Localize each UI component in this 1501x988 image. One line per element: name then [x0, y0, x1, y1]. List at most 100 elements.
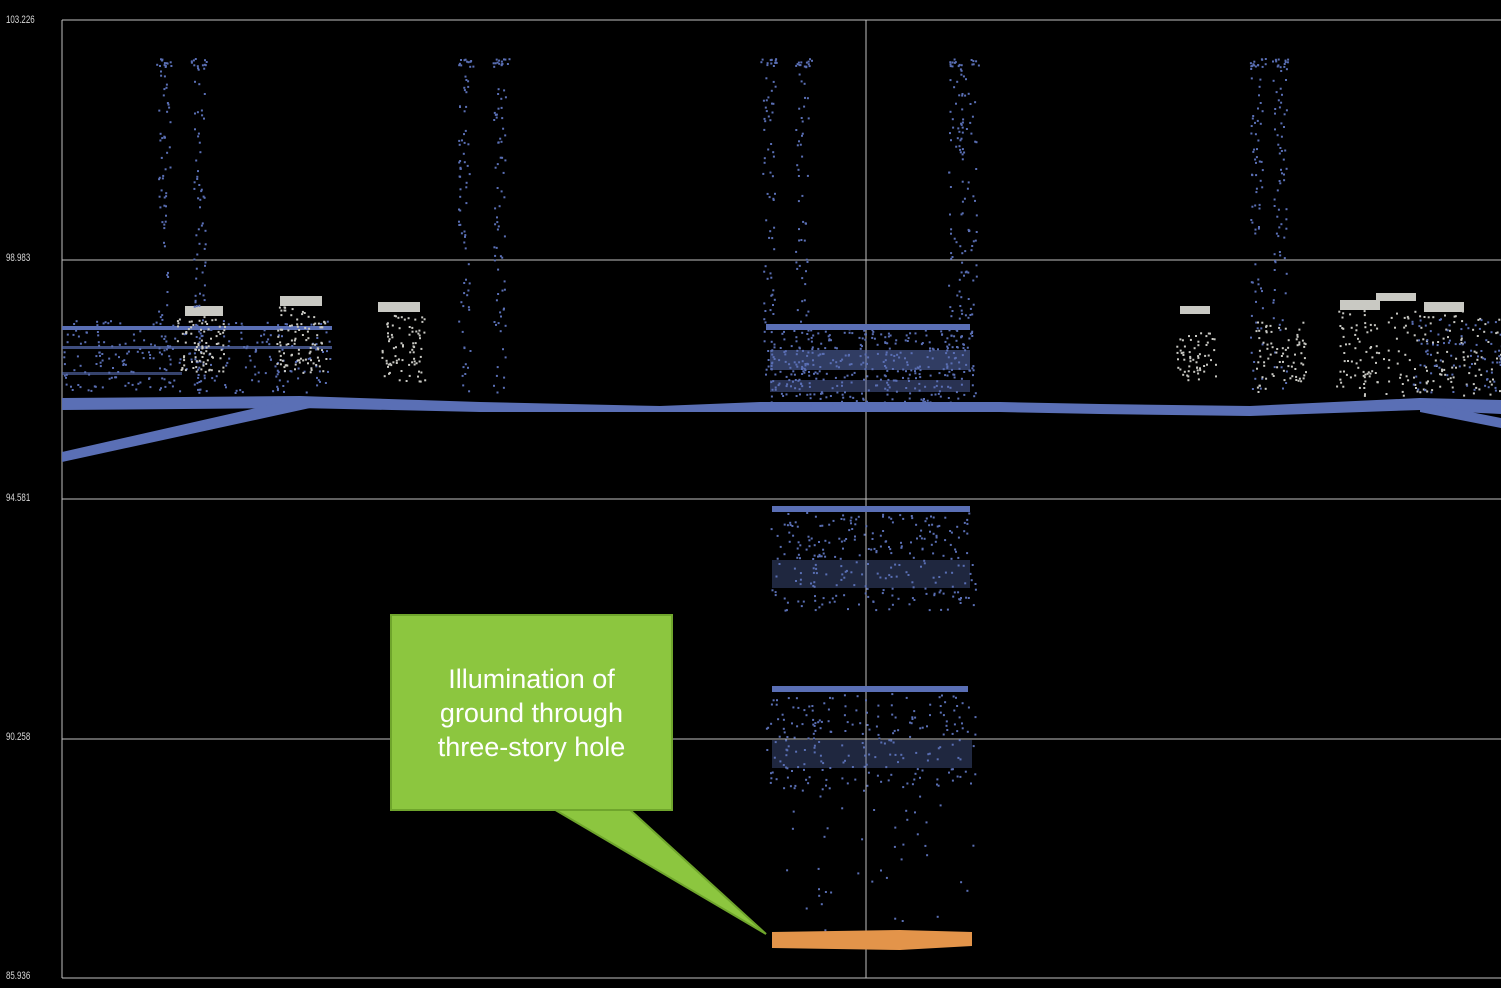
floor-point: [939, 804, 942, 807]
vegetation-point: [1439, 385, 1442, 388]
pole-point: [198, 83, 201, 86]
vegetation-point: [1460, 338, 1463, 341]
structure-point: [225, 386, 227, 389]
structure-point: [953, 357, 956, 360]
vegetation-point: [277, 335, 280, 338]
floor-point: [915, 751, 918, 754]
structure-point: [277, 334, 280, 337]
structure-point: [1463, 341, 1466, 344]
pole-top-point: [170, 65, 173, 67]
floor-point: [890, 552, 893, 555]
vegetation-point: [1177, 366, 1180, 369]
pole-point: [504, 96, 507, 99]
structure-point: [329, 358, 332, 360]
structure-point: [849, 395, 852, 398]
vegetation-point: [310, 359, 312, 362]
vegetation-point: [388, 340, 390, 343]
pole-point: [769, 230, 772, 233]
pole-point: [958, 94, 961, 97]
structure-point: [1480, 319, 1483, 322]
pole-top-point: [805, 65, 808, 68]
vegetation-point: [1182, 351, 1185, 354]
pole-point: [770, 143, 773, 145]
pole-point: [762, 99, 765, 102]
pole-point: [1277, 208, 1280, 211]
floor-point: [783, 731, 786, 734]
vegetation-point: [1294, 353, 1296, 356]
floor-point: [913, 710, 916, 713]
pole-point: [807, 117, 810, 120]
floor-point: [796, 547, 799, 550]
floor-point: [951, 732, 954, 735]
vegetation-point: [1289, 377, 1292, 380]
structure-point: [77, 335, 80, 338]
vegetation-point: [1300, 380, 1303, 383]
vegetation-point: [417, 375, 419, 378]
structure-point: [908, 380, 910, 382]
roof-4: [1180, 306, 1210, 314]
pole-top-point: [953, 58, 956, 61]
pole-point: [459, 195, 462, 198]
pole-point: [1251, 221, 1254, 224]
structure-point: [783, 351, 786, 353]
pole-point: [763, 330, 766, 333]
floor-point: [876, 774, 879, 777]
structure-point: [813, 393, 816, 396]
structure-point: [196, 324, 199, 327]
floor-point: [974, 773, 977, 776]
vegetation-point: [194, 356, 197, 359]
structure-point: [960, 383, 963, 386]
pole-point: [165, 86, 168, 89]
pole-point: [948, 171, 951, 174]
pole-point: [958, 290, 961, 293]
pole-point: [962, 347, 965, 350]
vegetation-point: [1364, 373, 1367, 376]
pole-point: [767, 148, 770, 151]
floor-point: [855, 709, 858, 712]
pole-top-point: [775, 58, 778, 61]
floor-point: [803, 709, 806, 712]
vegetation-point: [198, 349, 200, 352]
pole-point: [1279, 182, 1282, 185]
floor-point: [770, 777, 773, 780]
structure-point: [782, 395, 785, 397]
structure-point: [167, 346, 170, 349]
vegetation-point: [1376, 381, 1379, 384]
vegetation-point: [320, 326, 323, 329]
pole-point: [497, 88, 500, 91]
pole-point: [199, 292, 201, 295]
vegetation-point: [285, 364, 288, 367]
pole-point: [463, 241, 466, 244]
structure-point: [139, 348, 142, 350]
vegetation-point: [400, 316, 403, 319]
vegetation-point: [291, 308, 294, 311]
structure-point: [213, 379, 216, 382]
structure-point: [784, 350, 787, 353]
structure-point: [297, 377, 300, 380]
pole-point: [163, 135, 166, 138]
vegetation-point: [1345, 343, 1347, 346]
structure-point: [1425, 350, 1428, 353]
pole-point: [465, 278, 467, 281]
vegetation-point: [414, 342, 417, 345]
pole-top-point: [766, 64, 769, 67]
structure-point: [130, 370, 133, 373]
structure-point: [848, 331, 851, 334]
pole-point: [458, 220, 460, 223]
vegetation-point: [1336, 385, 1339, 388]
structure-point: [319, 380, 321, 383]
vegetation-point: [311, 343, 314, 346]
structure-point: [863, 378, 865, 381]
vegetation-point: [401, 359, 404, 362]
floor-point: [892, 741, 895, 744]
vegetation-point: [1186, 374, 1189, 377]
vegetation-point: [279, 328, 282, 331]
pole-point: [795, 261, 798, 264]
pole-point: [458, 143, 461, 146]
pole-point: [772, 289, 775, 292]
structure-point: [155, 321, 158, 324]
vegetation-point: [212, 356, 214, 359]
pole-point: [493, 384, 495, 387]
floor-point: [890, 517, 893, 520]
vegetation-point: [1447, 336, 1449, 339]
